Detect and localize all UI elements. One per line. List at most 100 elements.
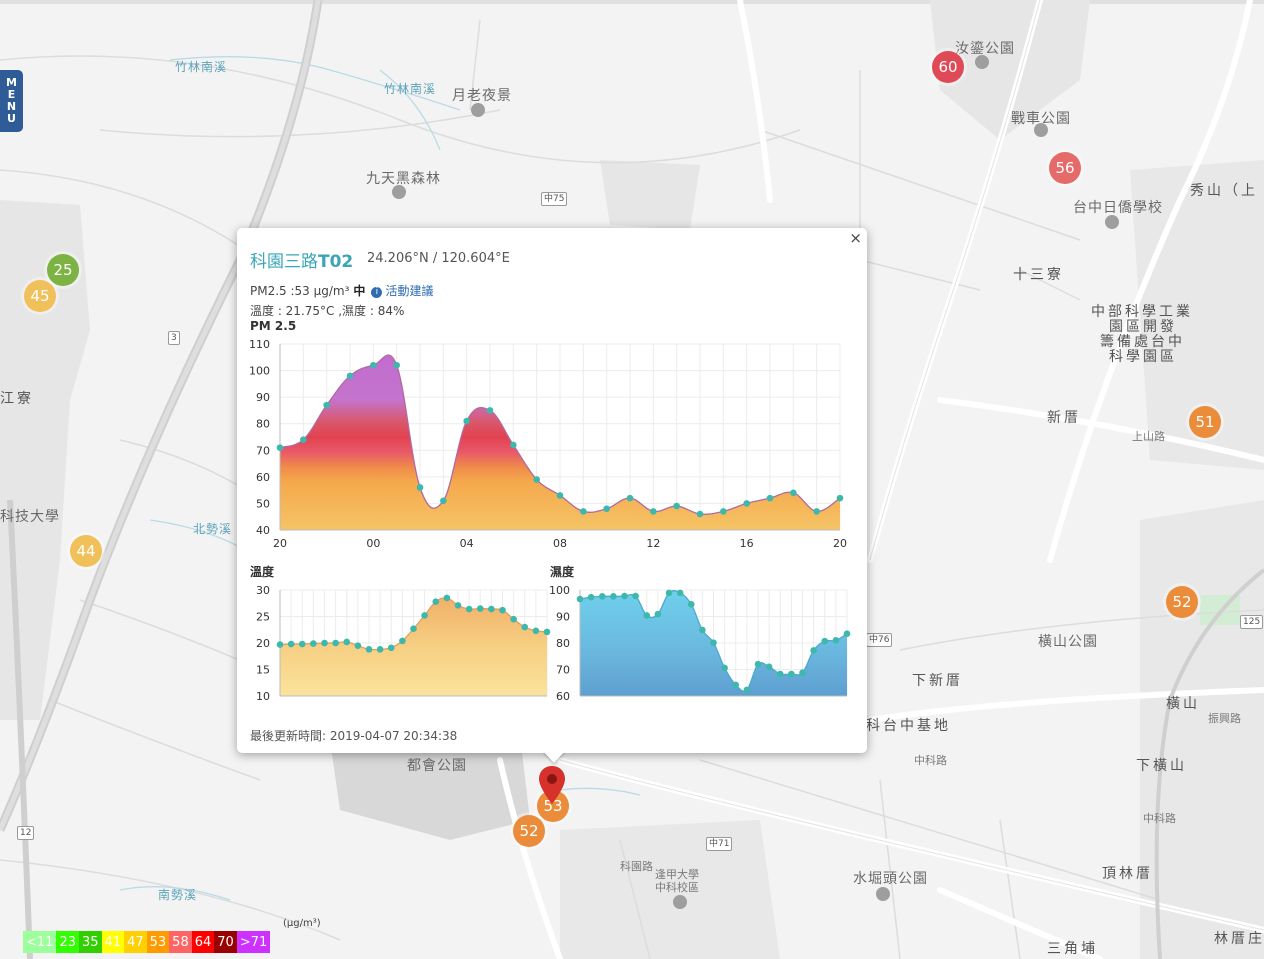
map-place-label: 秀山（上 <box>1190 183 1258 199</box>
legend-cell: 53 <box>146 931 170 953</box>
data-point <box>673 502 680 510</box>
station-marker[interactable]: 56 <box>1049 152 1081 184</box>
x-tick-label: 16 <box>740 537 754 550</box>
data-point <box>556 492 564 499</box>
map-place-label: 橫山公園 <box>1038 634 1098 650</box>
station-marker[interactable]: 25 <box>47 254 79 286</box>
data-point <box>743 500 750 507</box>
close-button[interactable]: × <box>849 229 862 247</box>
map-place-label: 中科路 <box>914 754 947 767</box>
data-point <box>626 494 634 502</box>
map-place-label: 籌備處台中 <box>1100 334 1185 350</box>
data-point <box>521 623 529 631</box>
pm25-chart: 40 50 60 70 80 90 100 110 20 00 04 08 12 16 20 <box>249 338 847 550</box>
y-tick-label: 100 <box>249 365 270 378</box>
x-tick-label: 04 <box>460 537 474 550</box>
road-number-badge: 中76 <box>866 633 893 647</box>
legend-cell: 58 <box>169 931 192 953</box>
menu-letter: N <box>6 100 17 113</box>
data-point <box>788 670 795 678</box>
pm25-chart-title: PM 2.5 <box>250 319 297 333</box>
data-point <box>799 669 806 676</box>
station-popup: × 科園三路T02 24.206°N / 120.604°E PM2.5 :53… <box>237 228 867 753</box>
data-point <box>533 476 540 483</box>
y-tick-label: 60 <box>256 471 270 484</box>
legend-cell: >71 <box>236 931 271 953</box>
info-icon: i <box>371 287 383 298</box>
data-point <box>743 686 751 694</box>
data-point <box>488 605 495 613</box>
data-point <box>832 637 840 644</box>
data-point <box>399 637 406 645</box>
temperature-chart: 10 15 20 25 30 <box>256 584 551 703</box>
data-point <box>300 436 307 443</box>
y-tick-label: 80 <box>556 637 570 650</box>
y-tick-label: 90 <box>256 391 270 404</box>
road-number-badge: 3 <box>168 331 180 345</box>
y-tick-label: 25 <box>256 611 270 624</box>
map-place-label: 新厝 <box>1047 410 1081 426</box>
y-tick-label: 100 <box>549 584 570 597</box>
legend-cell: 41 <box>101 931 125 953</box>
menu-letter: U <box>7 112 16 125</box>
data-point <box>532 627 540 635</box>
data-point <box>463 417 470 425</box>
y-tick-label: 50 <box>256 497 270 510</box>
map-place-label: 水堀頭公園 <box>853 871 928 887</box>
map-place-label: 台中日僑學校 <box>1073 200 1163 216</box>
data-point <box>276 444 284 451</box>
last-update: 最後更新時間: 2019-04-07 20:34:38 <box>250 729 458 743</box>
data-point <box>654 610 662 618</box>
data-point <box>543 628 551 636</box>
popup-pointer <box>543 751 565 763</box>
station-marker[interactable]: 52 <box>1166 586 1198 618</box>
map-place-label: 江寮 <box>0 391 34 407</box>
map-place-label: 九天黑森林 <box>366 171 441 187</box>
data-point <box>287 640 295 648</box>
data-point <box>387 644 395 652</box>
map-place-label: 南勢溪 <box>158 888 198 902</box>
data-point <box>486 407 494 414</box>
activity-link-label: 活動建議 <box>385 284 434 298</box>
x-tick-label: 20 <box>833 537 847 550</box>
map-place-label: 林厝庄 <box>1214 931 1264 947</box>
series-area <box>280 355 840 530</box>
data-point <box>790 489 797 497</box>
data-point <box>410 625 417 632</box>
activity-link[interactable]: i 活動建議 <box>371 284 433 298</box>
pm-level: 中 <box>353 284 366 298</box>
station-marker[interactable]: 51 <box>1189 406 1221 438</box>
station-marker[interactable]: 53 <box>537 790 569 822</box>
station-marker[interactable]: 52 <box>513 815 545 847</box>
x-tick-label: 12 <box>646 537 660 550</box>
x-tick-label: 08 <box>553 537 567 550</box>
data-point <box>836 494 844 502</box>
menu-letter: M <box>6 76 17 89</box>
temp-chart-title: 溫度 <box>250 565 275 579</box>
station-marker[interactable]: 45 <box>24 280 56 312</box>
data-point <box>443 594 451 602</box>
road-number-badge: 中71 <box>706 837 733 851</box>
station-marker[interactable]: 60 <box>932 51 964 83</box>
legend-cell: 35 <box>78 931 102 953</box>
map-place-label: 科學園區 <box>1109 349 1177 365</box>
road-number-badge: 125 <box>1240 615 1264 629</box>
map-place-label: 科台中基地 <box>866 718 951 734</box>
legend-cell: 64 <box>191 931 215 953</box>
data-point <box>621 592 628 600</box>
selected-station-pin[interactable] <box>539 766 565 804</box>
data-point <box>421 612 428 619</box>
pm-summary: PM2.5 :53 μg/m³ 中 i 活動建議 <box>250 282 433 299</box>
data-point <box>676 589 684 597</box>
y-tick-label: 80 <box>256 418 270 431</box>
y-tick-label: 110 <box>249 338 270 351</box>
station-marker[interactable]: 44 <box>70 535 102 567</box>
series-area <box>280 597 547 696</box>
pm-color-legend: <11 23 35 41 47 53 58 64 70 >71 <box>23 931 271 953</box>
data-point <box>580 508 587 515</box>
map-place-label: 橫山 <box>1166 696 1200 712</box>
menu-letter: E <box>7 88 16 101</box>
map-place-label: 竹林南溪 <box>175 60 228 74</box>
station-name-text: 科園三路 <box>250 252 318 272</box>
